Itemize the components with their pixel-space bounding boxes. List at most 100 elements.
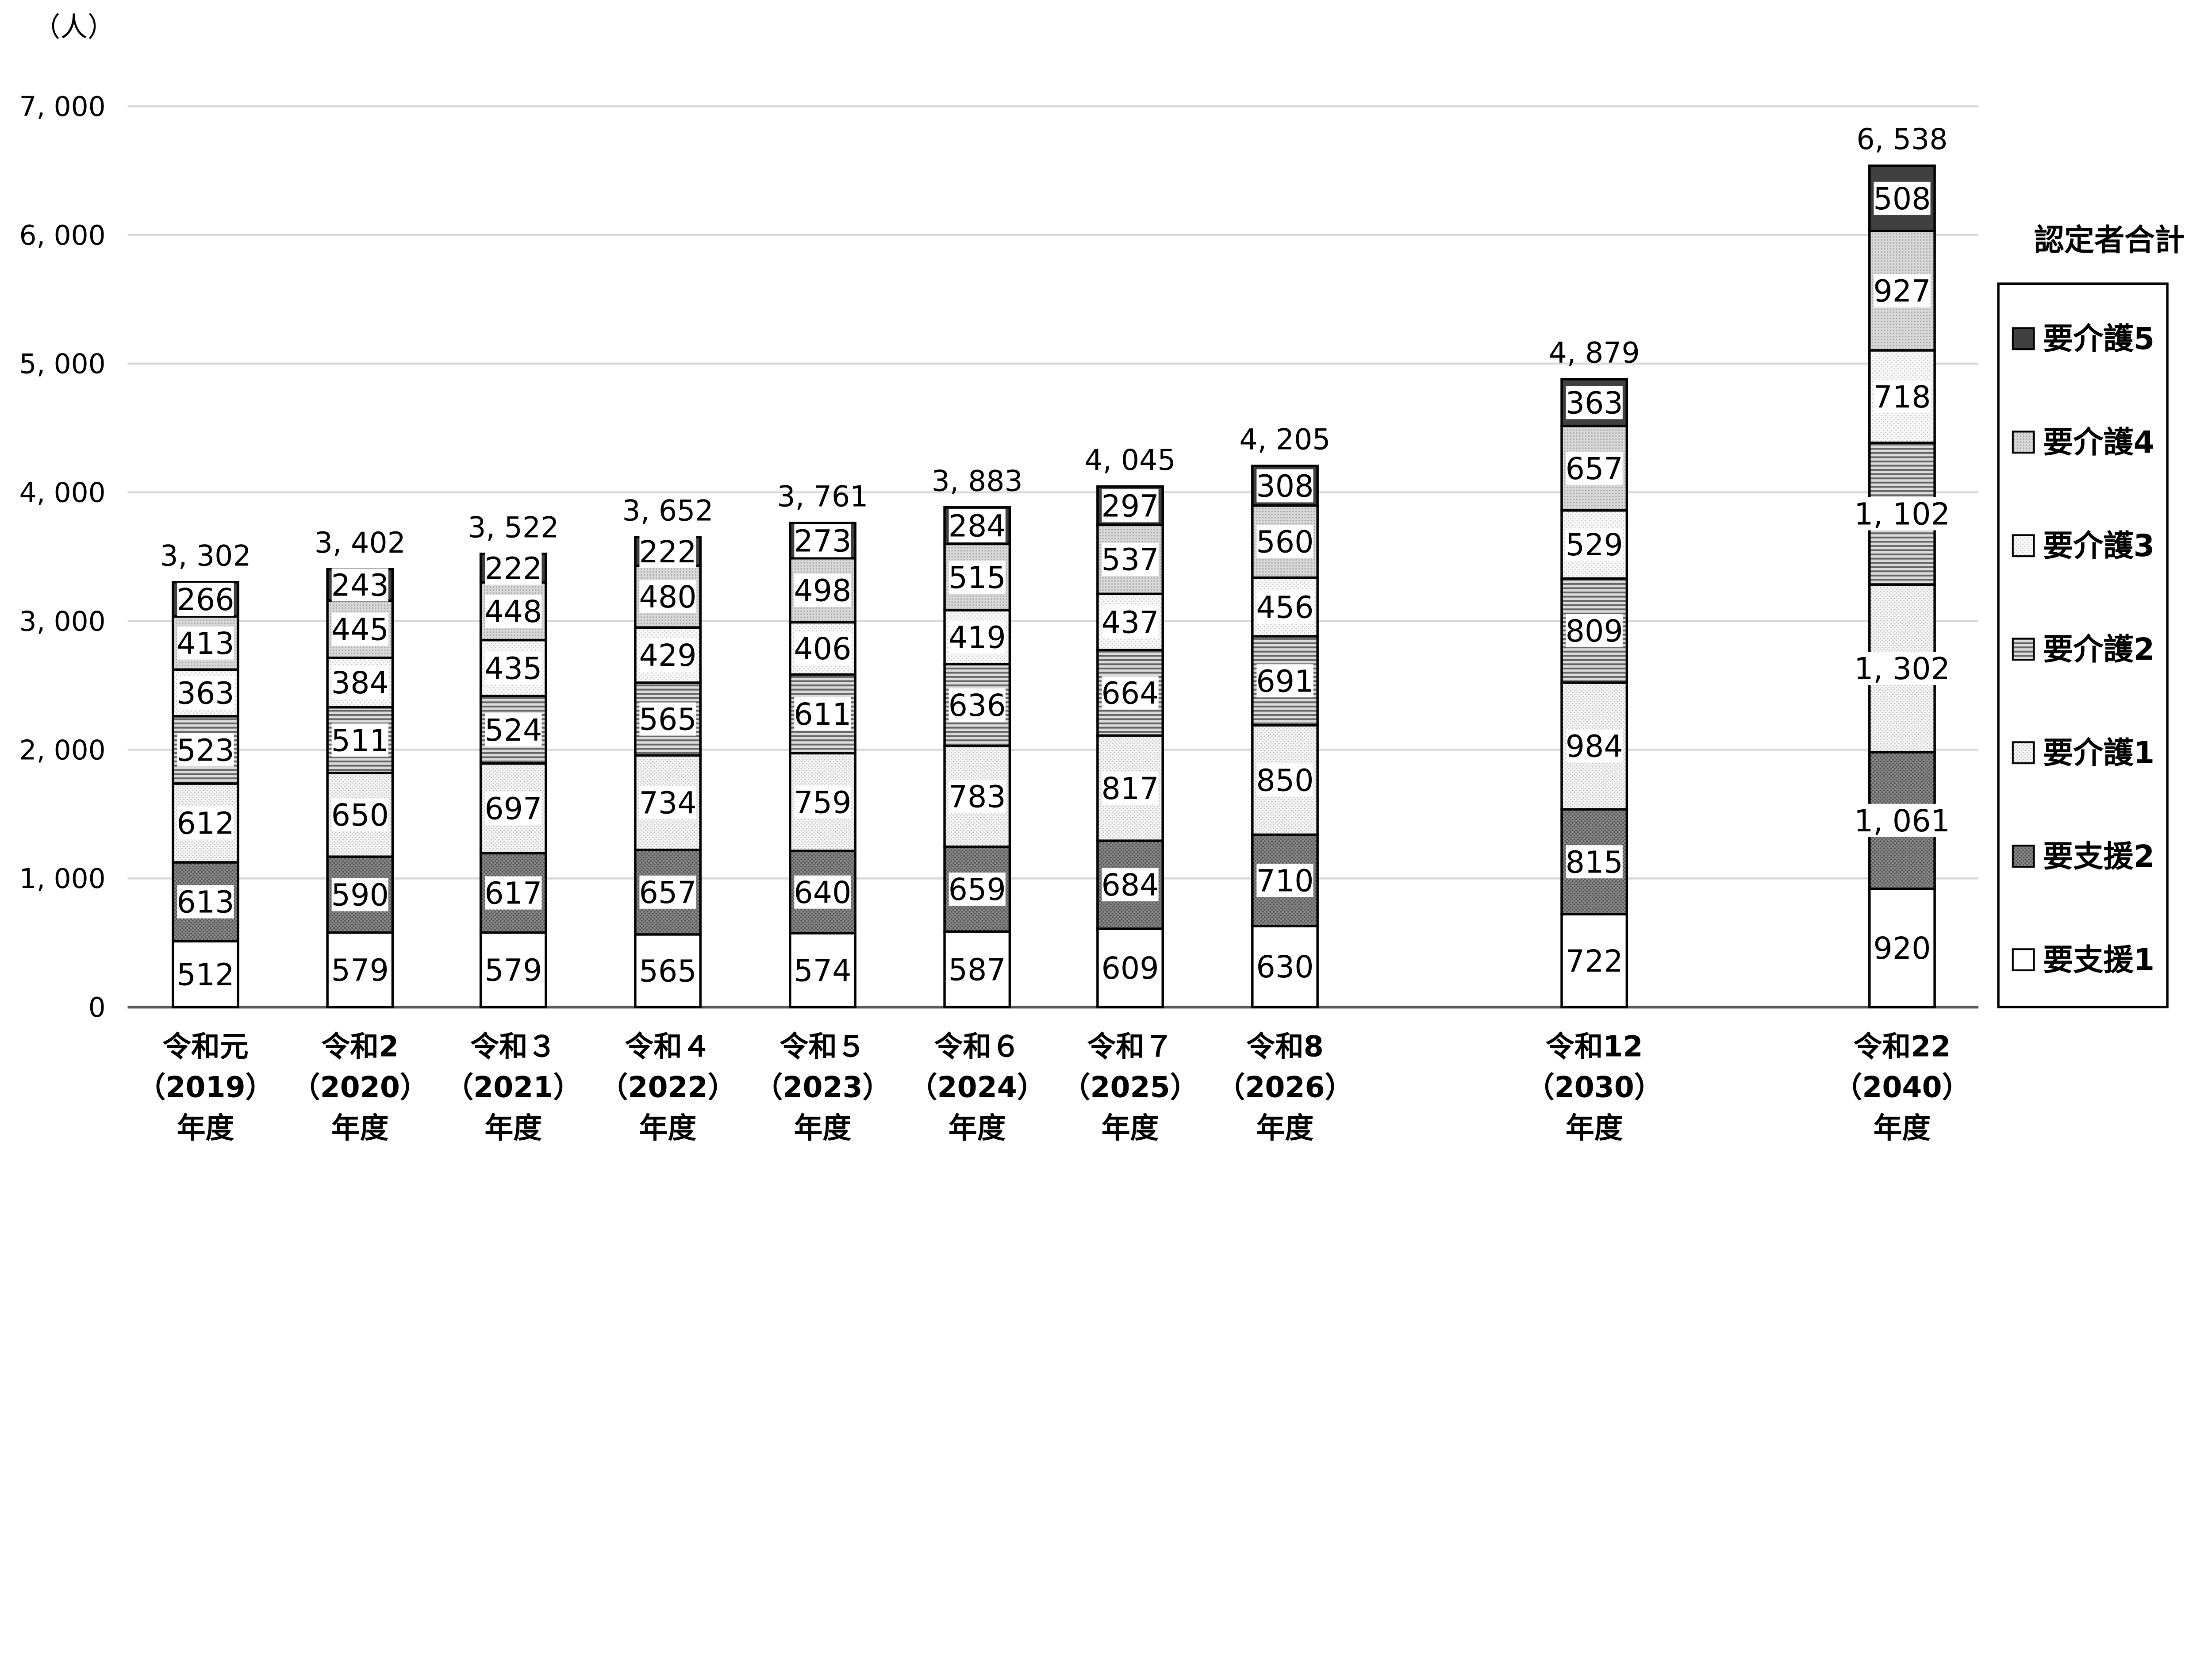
x-tick-label: （2022） <box>599 1071 737 1104</box>
data-label-bg <box>1874 181 1931 215</box>
data-label: 448 <box>484 595 542 630</box>
data-label-bg <box>639 638 696 672</box>
data-label: 222 <box>639 535 696 570</box>
x-tick-label: 令和元 <box>162 1030 248 1063</box>
data-label-bg <box>1256 525 1313 558</box>
data-label-bg <box>1566 729 1623 763</box>
total-label: 3, 302 <box>160 539 251 573</box>
data-label-bg <box>177 885 234 919</box>
data-label: 809 <box>1566 614 1623 649</box>
data-label-bg <box>949 620 1006 654</box>
x-tick-label: 年度 <box>1102 1112 1159 1143</box>
data-label: 630 <box>1256 950 1313 985</box>
data-label: 817 <box>1101 772 1159 807</box>
data-label-bg <box>794 524 851 557</box>
data-label: 1, 102 <box>1854 497 1950 532</box>
x-tick-label: 令和６ <box>934 1030 1020 1063</box>
data-label: 537 <box>1101 543 1159 578</box>
data-label: 512 <box>177 957 234 992</box>
data-label-bg <box>331 798 388 832</box>
x-tick-label: 年度 <box>1874 1112 1931 1143</box>
data-label: 297 <box>1101 489 1159 524</box>
data-label: 511 <box>331 723 389 758</box>
data-label: 611 <box>794 697 851 732</box>
data-label-bg <box>1566 614 1623 647</box>
data-label: 783 <box>949 780 1006 815</box>
y-axis: 0 1, 000 2, 000 3, 000 4, 000 5, 000 6, 000 7, … <box>19 91 1979 1023</box>
bar-segment <box>1251 925 1319 1008</box>
data-label-bg <box>949 780 1006 813</box>
x-tick-label: 年度 <box>1256 1112 1314 1143</box>
y-tick-label: 3, 000 <box>19 606 106 637</box>
total-label: 3, 402 <box>315 527 406 560</box>
data-label: 636 <box>949 688 1006 723</box>
data-label-bg <box>794 697 851 731</box>
x-tick-label: 年度 <box>177 1112 234 1143</box>
x-tick-label: 令和22 <box>1854 1030 1951 1063</box>
data-label: 445 <box>331 613 389 648</box>
bar-segment <box>634 933 702 1008</box>
legend-label: 要介護5 <box>2043 322 2154 357</box>
y-tick-label: 6, 000 <box>19 220 106 251</box>
data-label: 406 <box>794 632 851 667</box>
data-label-bg <box>1256 590 1313 624</box>
bar-segment <box>789 932 856 1008</box>
bar-segment <box>1868 887 1936 1008</box>
data-label: 684 <box>1101 868 1159 903</box>
data-label: 429 <box>639 638 696 673</box>
data-label: 1, 061 <box>1854 804 1950 839</box>
data-label-bg <box>949 688 1006 722</box>
total-label: 6, 538 <box>1856 123 1947 156</box>
x-tick-label: 令和７ <box>1087 1030 1173 1063</box>
x-tick-label: 令和５ <box>780 1030 865 1063</box>
data-label-bg <box>639 702 696 736</box>
data-label-bg <box>639 875 696 909</box>
data-label-bg <box>331 568 388 602</box>
data-label-bg <box>1256 469 1313 503</box>
data-label: 498 <box>794 574 851 609</box>
data-label-bg <box>639 580 696 613</box>
data-label-bg <box>1256 763 1313 797</box>
data-label-bg <box>1566 845 1623 879</box>
legend-swatch <box>2012 845 2035 868</box>
total-label: 3, 883 <box>932 465 1023 498</box>
data-label: 579 <box>331 953 389 988</box>
x-tick-label: 令和8 <box>1246 1030 1324 1063</box>
bar-segment <box>1096 927 1164 1008</box>
legend-title: 認定者合計 <box>2034 223 2185 258</box>
data-label-bg <box>485 713 542 746</box>
x-tick-label: 令和12 <box>1546 1030 1643 1063</box>
y-tick-label: 4, 000 <box>19 477 106 509</box>
data-label: 243 <box>331 569 389 604</box>
data-label-bg <box>1566 528 1623 561</box>
data-label-bg <box>949 873 1006 906</box>
total-label: 4, 205 <box>1239 423 1330 457</box>
x-tick-label: （2019） <box>137 1071 274 1104</box>
data-label: 759 <box>794 785 851 820</box>
y-tick-label: 1, 000 <box>19 863 106 895</box>
data-label-bg <box>949 509 1006 542</box>
legend-label: 要介護1 <box>2043 736 2154 771</box>
data-label: 560 <box>1256 525 1313 560</box>
data-label: 456 <box>1256 590 1313 625</box>
data-label-bg <box>1102 605 1159 639</box>
unit-label: （人） <box>33 12 115 43</box>
data-label-bg <box>485 594 542 628</box>
data-label-bg <box>177 582 234 616</box>
legend-swatch <box>2012 534 2035 557</box>
data-label: 815 <box>1566 845 1623 880</box>
data-label: 515 <box>949 561 1006 596</box>
data-label: 664 <box>1101 676 1159 711</box>
y-tick-label: 2, 000 <box>19 734 106 766</box>
data-label: 657 <box>1566 452 1623 487</box>
bars: 512 613 612 523 363 413 266 3, 302 579 590 650 511 3… <box>160 123 1956 1008</box>
data-label-bg <box>639 786 696 819</box>
data-label-bg <box>1566 386 1623 419</box>
legend-swatch <box>2012 638 2035 661</box>
data-label-bg <box>1102 771 1159 805</box>
x-tick-label: 年度 <box>484 1112 542 1143</box>
data-label-bg <box>331 666 388 700</box>
data-label: 659 <box>949 873 1006 907</box>
data-label-bg <box>1102 868 1159 902</box>
data-label-bg <box>1848 652 1956 685</box>
